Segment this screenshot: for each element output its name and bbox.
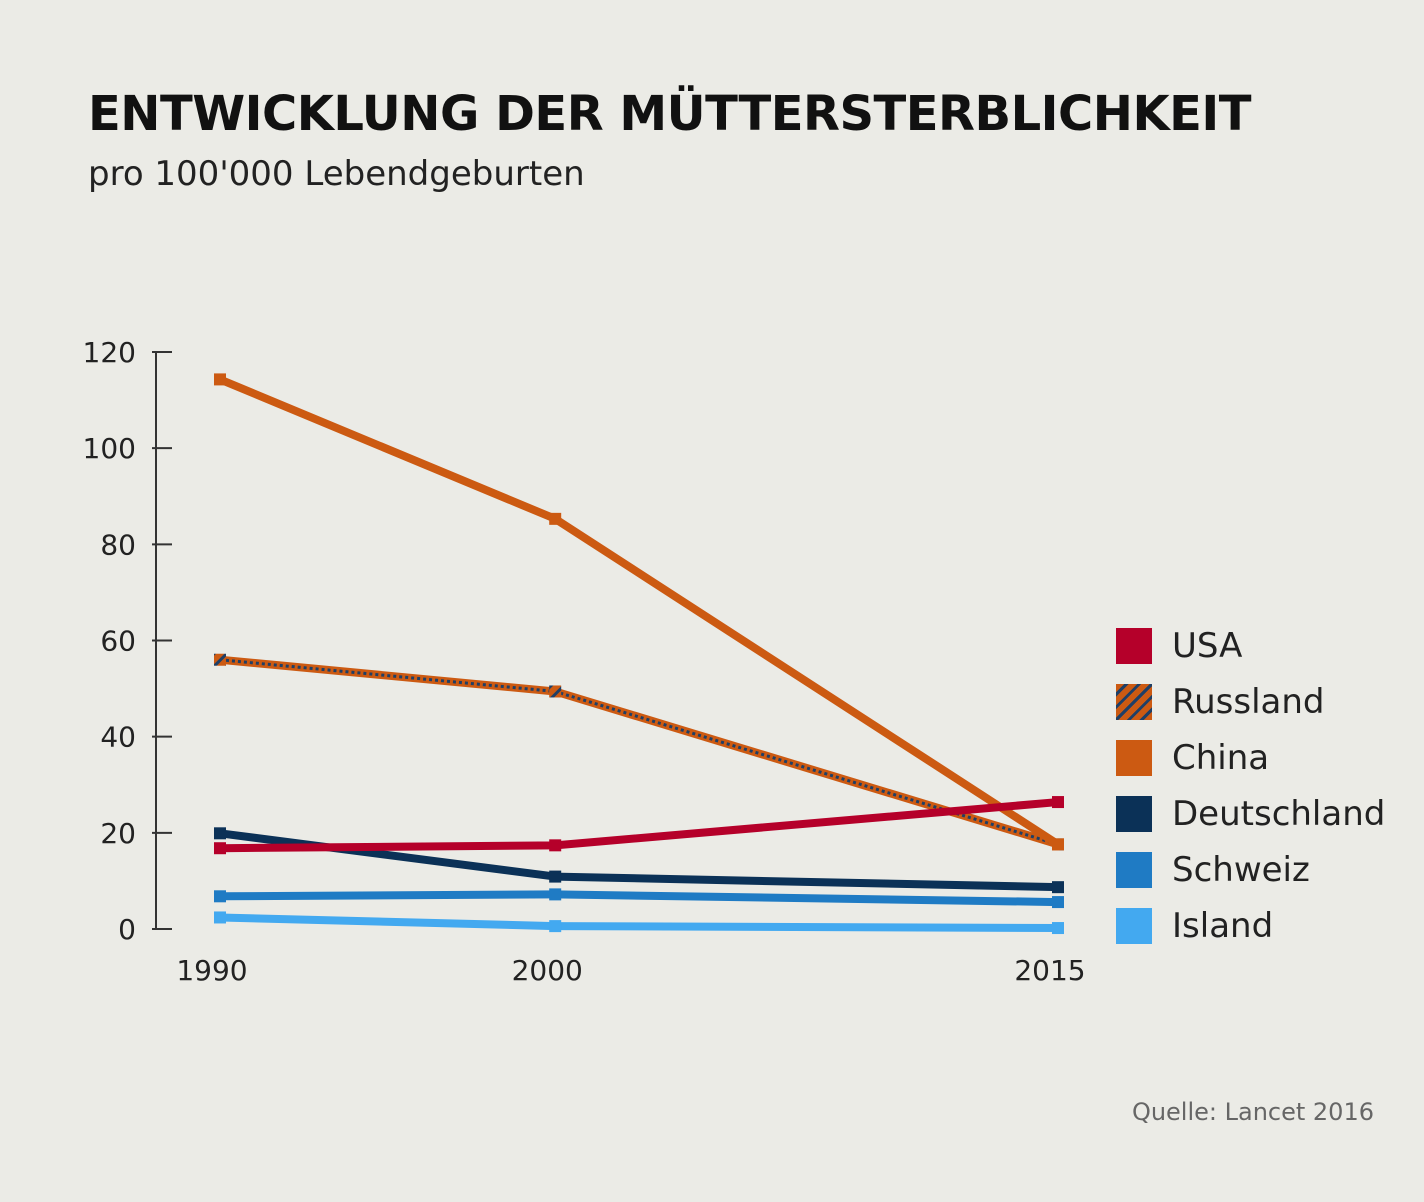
data-point-schweiz — [214, 890, 226, 903]
series-russland — [214, 653, 1064, 851]
y-tick-label: 80 — [100, 528, 136, 561]
y-tick-label: 100 — [83, 432, 136, 465]
data-point-china — [1052, 838, 1064, 851]
data-point-schweiz — [549, 888, 562, 901]
x-tick-label: 1990 — [176, 954, 247, 987]
series-line-china — [218, 375, 1061, 848]
x-tick-label: 2000 — [512, 954, 583, 987]
legend-label: Deutschland — [1172, 794, 1386, 834]
legend-swatch — [1116, 740, 1152, 776]
legend-swatch — [1116, 852, 1152, 888]
legend-swatch — [1116, 908, 1152, 944]
legend-label: China — [1172, 738, 1270, 778]
data-point-deutschland — [1052, 881, 1064, 894]
series-island — [214, 911, 1064, 935]
data-point-deutschland — [214, 827, 226, 840]
y-tick-label: 0 — [118, 913, 136, 946]
data-point-china — [549, 512, 562, 525]
series-line-island — [219, 913, 1059, 933]
chart-subtitle: pro 100'000 Lebendgeburten — [88, 154, 585, 194]
data-point-schweiz — [1052, 896, 1064, 909]
series-usa — [214, 796, 1064, 855]
data-point-usa — [214, 842, 226, 855]
source-note: Quelle: Lancet 2016 — [1131, 1098, 1374, 1126]
series-line-usa — [219, 798, 1059, 853]
legend-item-deutschland: Deutschland — [1116, 786, 1385, 842]
data-point-island — [549, 920, 562, 933]
y-tick-label: 20 — [100, 817, 136, 850]
legend-swatch — [1116, 628, 1152, 664]
data-point-deutschland — [549, 870, 562, 883]
series-china — [214, 373, 1064, 851]
legend-item-island: Island — [1116, 898, 1385, 954]
legend-swatch — [1116, 684, 1152, 720]
legend-label: Russland — [1172, 682, 1325, 722]
legend-label: USA — [1172, 626, 1243, 666]
legend-label: Island — [1172, 906, 1274, 946]
series-schweiz — [214, 888, 1064, 909]
y-tick-label: 40 — [100, 721, 136, 754]
chart-title: ENTWICKLUNG DER MÜTTERSTERBLICHKEIT — [88, 86, 1252, 142]
legend-item-china: China — [1116, 730, 1385, 786]
x-tick-label: 2015 — [1014, 954, 1085, 987]
legend: USA Russland China Deutschland Schweiz Island — [1116, 618, 1385, 954]
legend-label: Schweiz — [1172, 850, 1310, 890]
data-point-russland — [549, 685, 562, 698]
data-point-usa — [1052, 796, 1064, 809]
data-point-island — [214, 911, 226, 924]
y-tick-label: 60 — [100, 625, 136, 658]
data-point-usa — [549, 839, 562, 852]
data-point-island — [1052, 922, 1064, 935]
legend-item-usa: USA — [1116, 618, 1385, 674]
data-point-china — [214, 373, 226, 386]
data-point-russland — [214, 653, 226, 666]
legend-item-schweiz: Schweiz — [1116, 842, 1385, 898]
legend-swatch — [1116, 796, 1152, 832]
y-tick-label: 120 — [83, 336, 136, 369]
legend-item-russland: Russland — [1116, 674, 1385, 730]
series-line-schweiz — [219, 890, 1059, 907]
